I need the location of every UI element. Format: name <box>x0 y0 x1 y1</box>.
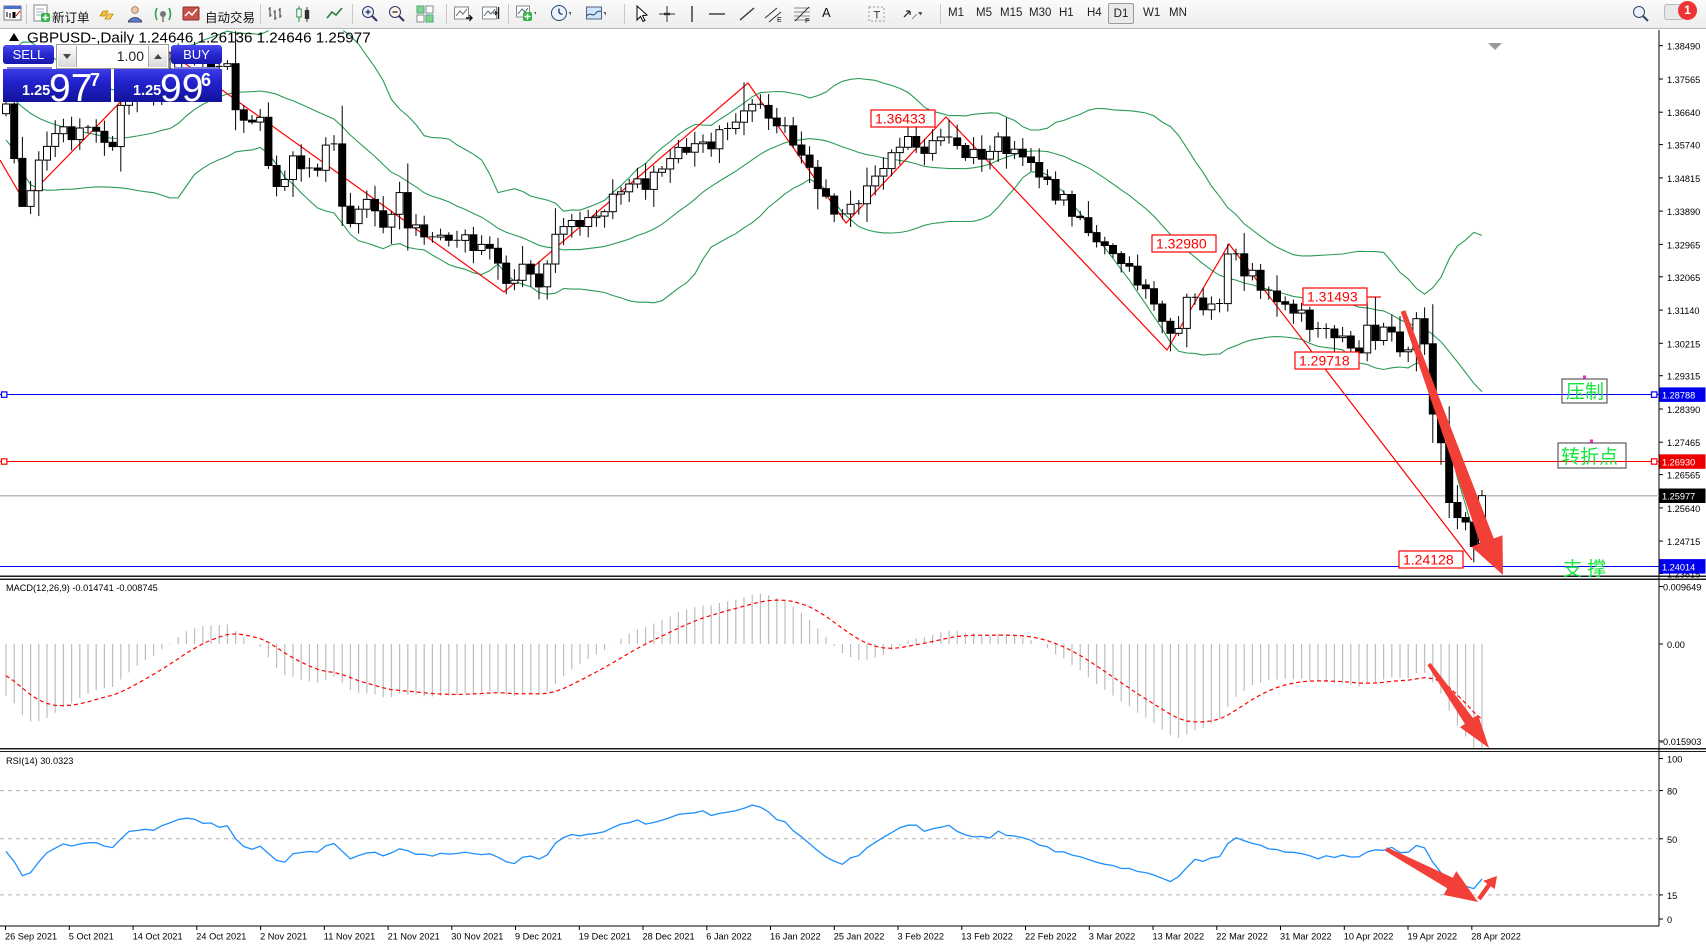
svg-text:13 Feb 2022: 13 Feb 2022 <box>961 932 1013 942</box>
svg-text:1.33890: 1.33890 <box>1667 207 1700 217</box>
svg-text:3 Feb 2022: 3 Feb 2022 <box>898 932 945 942</box>
svg-text:转折点: 转折点 <box>1561 446 1618 468</box>
svg-text:2 Nov 2021: 2 Nov 2021 <box>260 932 307 942</box>
svg-text:1.23815: 1.23815 <box>1667 570 1700 580</box>
svg-text:21 Nov 2021: 21 Nov 2021 <box>388 932 440 942</box>
svg-text:6 Jan 2022: 6 Jan 2022 <box>706 932 751 942</box>
svg-text:100: 100 <box>1667 755 1682 765</box>
svg-text:GBPUSD-,Daily 1.24646 1.26136: GBPUSD-,Daily 1.24646 1.26136 1.24646 1.… <box>27 30 371 47</box>
svg-text:1.30215: 1.30215 <box>1667 339 1700 349</box>
svg-text:F: F <box>805 16 810 25</box>
svg-text:16 Jan 2022: 16 Jan 2022 <box>770 932 821 942</box>
svg-text:9 Dec 2021: 9 Dec 2021 <box>515 932 562 942</box>
svg-text:0.00: 0.00 <box>1667 640 1685 650</box>
svg-text:19 Dec 2021: 19 Dec 2021 <box>579 932 631 942</box>
svg-text:14 Oct 2021: 14 Oct 2021 <box>133 932 183 942</box>
svg-text:26 Sep 2021: 26 Sep 2021 <box>5 932 57 942</box>
svg-text:1.36640: 1.36640 <box>1667 108 1700 118</box>
svg-text:E: E <box>777 17 782 24</box>
svg-text:1.29315: 1.29315 <box>1667 372 1700 382</box>
svg-text:24 Oct 2021: 24 Oct 2021 <box>196 932 246 942</box>
svg-text:25 Jan 2022: 25 Jan 2022 <box>834 932 885 942</box>
svg-text:28 Dec 2021: 28 Dec 2021 <box>643 932 695 942</box>
svg-text:RSI(14) 30.0323: RSI(14) 30.0323 <box>6 756 73 766</box>
svg-text:1.24715: 1.24715 <box>1667 537 1700 547</box>
svg-text:1.25977: 1.25977 <box>1662 492 1695 502</box>
svg-text:MACD(12,26,9) -0.014741 -0.008: MACD(12,26,9) -0.014741 -0.008745 <box>6 583 158 593</box>
svg-text:28 Apr 2022: 28 Apr 2022 <box>1471 932 1521 942</box>
svg-text:支 撑: 支 撑 <box>1563 558 1606 580</box>
svg-text:30 Nov 2021: 30 Nov 2021 <box>451 932 503 942</box>
svg-text:1.32065: 1.32065 <box>1667 273 1700 283</box>
svg-text:1.37565: 1.37565 <box>1667 75 1700 85</box>
svg-text:1.36433: 1.36433 <box>875 111 926 127</box>
svg-text:1.28390: 1.28390 <box>1667 405 1700 415</box>
svg-text:3 Mar 2022: 3 Mar 2022 <box>1089 932 1135 942</box>
svg-text:1.26565: 1.26565 <box>1667 471 1700 481</box>
svg-text:1.27465: 1.27465 <box>1667 438 1700 448</box>
svg-text:1.26930: 1.26930 <box>1662 458 1695 468</box>
svg-text:50: 50 <box>1667 835 1677 845</box>
svg-text:1.35740: 1.35740 <box>1667 141 1700 151</box>
svg-text:80: 80 <box>1667 787 1677 797</box>
svg-text:1.32965: 1.32965 <box>1667 240 1700 250</box>
svg-text:5 Oct 2021: 5 Oct 2021 <box>69 932 114 942</box>
svg-text:1.34815: 1.34815 <box>1667 174 1700 184</box>
svg-text:1.31493: 1.31493 <box>1307 289 1358 305</box>
svg-text:13 Mar 2022: 13 Mar 2022 <box>1153 932 1205 942</box>
svg-text:22 Feb 2022: 22 Feb 2022 <box>1025 932 1077 942</box>
svg-text:22 Mar 2022: 22 Mar 2022 <box>1216 932 1268 942</box>
svg-text:10 Apr 2022: 10 Apr 2022 <box>1344 932 1394 942</box>
svg-text:1.38490: 1.38490 <box>1667 42 1700 52</box>
svg-text:11 Nov 2021: 11 Nov 2021 <box>324 932 375 942</box>
svg-text:0: 0 <box>1667 915 1672 925</box>
svg-text:19 Apr 2022: 19 Apr 2022 <box>1408 932 1458 942</box>
svg-text:1.24128: 1.24128 <box>1403 552 1454 568</box>
svg-text:1.25640: 1.25640 <box>1667 504 1700 514</box>
svg-text:压制: 压制 <box>1566 381 1604 403</box>
svg-text:31 Mar 2022: 31 Mar 2022 <box>1280 932 1332 942</box>
svg-text:15: 15 <box>1667 891 1677 901</box>
svg-text:1.31140: 1.31140 <box>1667 306 1700 316</box>
svg-text:1.29718: 1.29718 <box>1299 353 1350 369</box>
svg-text:1.24014: 1.24014 <box>1662 562 1695 572</box>
svg-text:-0.015903: -0.015903 <box>1660 737 1701 747</box>
svg-text:0.009649: 0.009649 <box>1663 583 1701 593</box>
svg-text:1.32980: 1.32980 <box>1156 236 1207 252</box>
svg-text:1.28788: 1.28788 <box>1662 391 1695 401</box>
svg-text:T: T <box>874 10 881 22</box>
